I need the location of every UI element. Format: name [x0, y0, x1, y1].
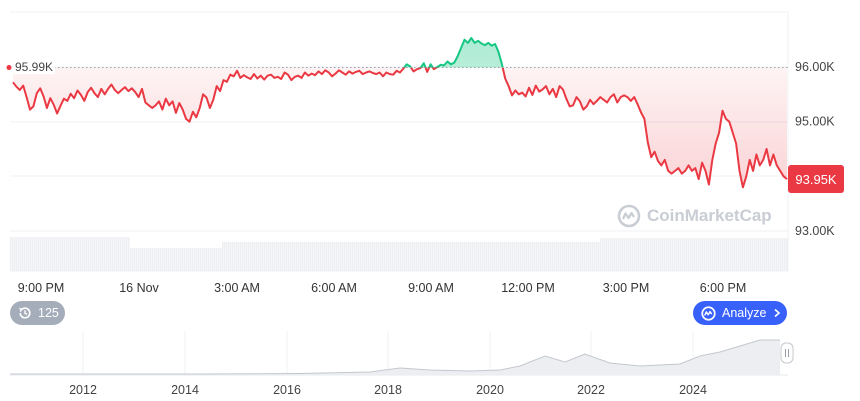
navigator-area: [10, 340, 780, 375]
y-axis: 96.00K 95.00K 93.00K: [795, 60, 835, 238]
x-tick-label: 9:00 AM: [408, 281, 454, 295]
reference-dot: [6, 65, 12, 71]
history-count: 125: [38, 306, 59, 320]
price-line: [12, 37, 788, 189]
navigator-year-label: 2012: [69, 383, 97, 397]
x-tick-label: 6:00 AM: [311, 281, 357, 295]
navigator-year-label: 2022: [577, 383, 605, 397]
x-tick-label: 12:00 PM: [501, 281, 555, 295]
area-fill: [13, 38, 787, 188]
price-series-below: [12, 67, 788, 189]
x-tick-label: 9:00 PM: [18, 281, 65, 295]
navigator-year-label: 2024: [679, 383, 707, 397]
last-price-badge: 93.95K: [788, 165, 844, 193]
x-tick-label: 3:00 PM: [603, 281, 650, 295]
chevron-right-icon: [774, 308, 781, 318]
volume-bars: [10, 237, 788, 271]
analyze-button[interactable]: Analyze: [693, 301, 787, 325]
y-tick-label: 93.00K: [795, 224, 835, 238]
x-tick-label: 3:00 AM: [214, 281, 260, 295]
navigator-year-label: 2020: [476, 383, 504, 397]
history-button[interactable]: 125: [10, 301, 65, 325]
analyze-label: Analyze: [722, 306, 767, 320]
x-tick-label: 16 Nov: [119, 281, 159, 295]
navigator-handle: [780, 342, 794, 364]
navigator-year-label: 2016: [273, 383, 301, 397]
analyze-logo-icon: [701, 305, 716, 321]
navigator-year-label: 2018: [374, 383, 402, 397]
watermark: CoinMarketCap: [617, 204, 772, 228]
x-axis: 9:00 PM 16 Nov 3:00 AM 6:00 AM 9:00 AM 12:00 …: [18, 281, 747, 295]
reference-price-label: 95.99K: [13, 59, 56, 74]
y-tick-label: 95.00K: [795, 115, 835, 129]
navigator-year-label: 2014: [171, 383, 199, 397]
history-clock-icon: [19, 307, 31, 319]
x-tick-label: 6:00 PM: [700, 281, 747, 295]
y-tick-label: 96.00K: [795, 60, 835, 74]
reference-line: [6, 65, 788, 71]
coinmarketcap-logo-icon: [617, 204, 641, 228]
watermark-text: CoinMarketCap: [647, 206, 772, 225]
navigator-line: [10, 339, 780, 375]
range-navigator[interactable]: 2012 2014 2016 2018 2020 2022 2024: [10, 331, 794, 397]
